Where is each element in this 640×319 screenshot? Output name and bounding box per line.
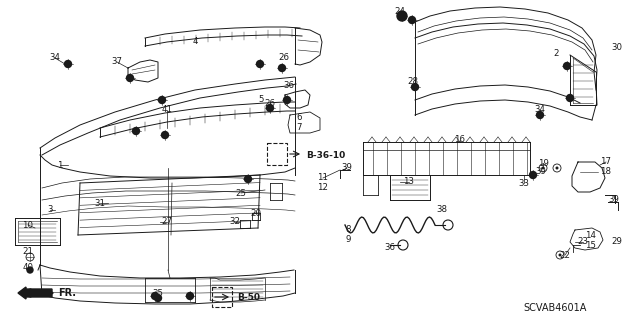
Text: 6: 6 [296, 114, 301, 122]
Text: 30: 30 [611, 43, 623, 53]
Circle shape [27, 267, 33, 273]
Text: 34: 34 [534, 105, 545, 114]
Text: 1: 1 [57, 160, 63, 169]
Text: 16: 16 [454, 136, 465, 145]
Circle shape [408, 17, 415, 24]
Text: 5: 5 [259, 95, 264, 105]
Text: FR.: FR. [58, 288, 76, 298]
Circle shape [536, 112, 543, 118]
Text: 15: 15 [586, 241, 596, 250]
Text: 13: 13 [403, 177, 415, 187]
Circle shape [257, 61, 264, 68]
Text: 7: 7 [296, 123, 301, 132]
Text: 26: 26 [278, 53, 289, 62]
Circle shape [278, 64, 285, 71]
Circle shape [65, 61, 72, 68]
Text: 41: 41 [161, 106, 173, 115]
Circle shape [132, 128, 140, 135]
Circle shape [412, 84, 419, 91]
Text: 3: 3 [47, 205, 52, 214]
Text: 12: 12 [317, 183, 328, 192]
Text: 33: 33 [518, 179, 529, 188]
Circle shape [161, 131, 168, 138]
Text: 17: 17 [600, 158, 611, 167]
Text: 18: 18 [600, 167, 611, 176]
Text: 34: 34 [49, 54, 61, 63]
Text: 40: 40 [22, 263, 33, 271]
Text: 10: 10 [22, 220, 33, 229]
Text: 9: 9 [346, 235, 351, 244]
Text: 24: 24 [394, 8, 406, 17]
Circle shape [566, 94, 573, 101]
Text: 22: 22 [559, 250, 570, 259]
Circle shape [556, 167, 559, 169]
Text: 26: 26 [264, 99, 275, 108]
Circle shape [244, 175, 252, 182]
Text: 39: 39 [536, 167, 547, 176]
Text: 31: 31 [95, 198, 106, 207]
Text: 32: 32 [230, 218, 241, 226]
Text: 27: 27 [161, 218, 173, 226]
Circle shape [154, 294, 161, 301]
Circle shape [159, 97, 166, 103]
Text: 11: 11 [317, 174, 328, 182]
Text: 21: 21 [22, 248, 33, 256]
Circle shape [563, 63, 570, 70]
Text: 25: 25 [236, 189, 246, 197]
Text: 19: 19 [538, 159, 548, 167]
Text: 2: 2 [553, 48, 559, 57]
Circle shape [127, 75, 134, 81]
Circle shape [284, 97, 291, 103]
Text: 36: 36 [284, 80, 294, 90]
Circle shape [152, 293, 159, 300]
Circle shape [397, 11, 407, 21]
Text: SCVAB4601A: SCVAB4601A [524, 303, 587, 313]
Text: 35: 35 [152, 290, 163, 299]
Circle shape [186, 293, 193, 300]
Bar [212, 287, 232, 307]
Text: 39: 39 [609, 196, 620, 204]
Circle shape [266, 105, 273, 112]
Circle shape [541, 167, 545, 169]
Text: 4: 4 [192, 38, 198, 47]
Circle shape [529, 172, 536, 179]
Text: 37: 37 [111, 57, 122, 66]
Text: B-36-10: B-36-10 [306, 151, 345, 160]
Text: 28: 28 [408, 78, 419, 86]
Circle shape [559, 254, 561, 256]
Text: 8: 8 [345, 226, 351, 234]
Text: B-50: B-50 [237, 293, 260, 302]
Text: 20: 20 [250, 209, 262, 218]
Text: 38: 38 [436, 205, 447, 214]
FancyArrow shape [18, 287, 52, 299]
Text: 14: 14 [586, 232, 596, 241]
Bar [267, 143, 287, 165]
Text: 36: 36 [385, 243, 396, 253]
Text: 39: 39 [342, 164, 353, 173]
Text: 23: 23 [577, 238, 589, 247]
Text: 29: 29 [612, 238, 623, 247]
